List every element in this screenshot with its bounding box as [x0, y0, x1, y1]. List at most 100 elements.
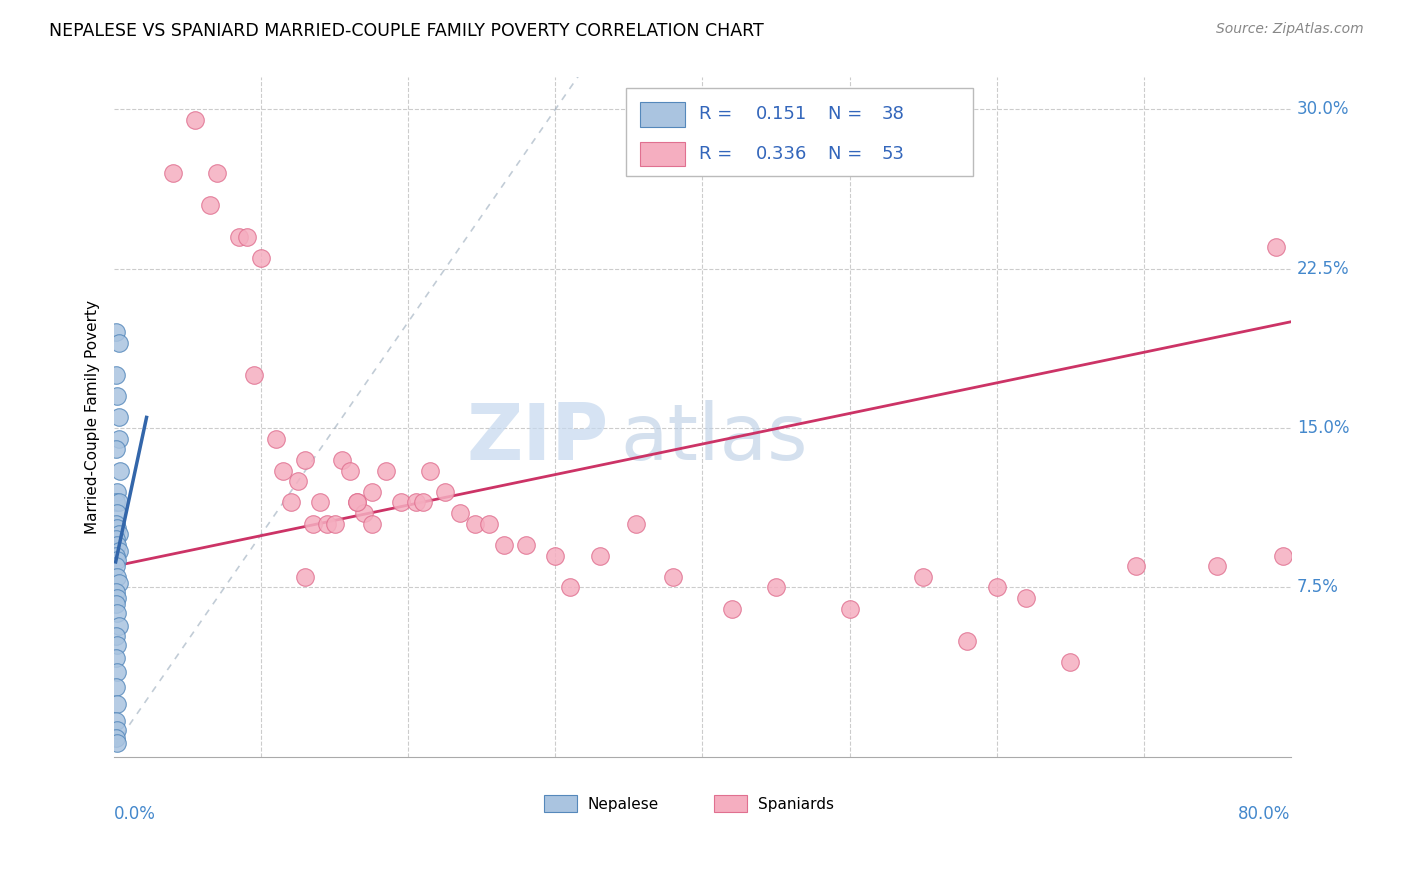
Point	[986, 581, 1008, 595]
Text: Spaniards: Spaniards	[758, 797, 834, 812]
Text: 38: 38	[882, 105, 904, 123]
Point	[105, 553, 128, 567]
Text: N =: N =	[828, 105, 869, 123]
Point	[105, 506, 128, 520]
Point	[765, 581, 787, 595]
Point	[360, 484, 382, 499]
Point	[1206, 559, 1229, 574]
Bar	[640, 102, 685, 127]
Point	[273, 464, 295, 478]
Point	[107, 432, 129, 446]
Text: Source: ZipAtlas.com: Source: ZipAtlas.com	[1216, 22, 1364, 37]
Point	[105, 665, 128, 680]
Point	[1015, 591, 1038, 605]
Point	[105, 538, 128, 552]
Point	[184, 112, 207, 127]
Text: R =: R =	[699, 145, 738, 163]
Point	[515, 538, 537, 552]
Text: NEPALESE VS SPANIARD MARRIED-COUPLE FAMILY POVERTY CORRELATION CHART: NEPALESE VS SPANIARD MARRIED-COUPLE FAMI…	[49, 22, 763, 40]
Point	[838, 601, 860, 615]
Point	[104, 559, 127, 574]
Point	[662, 570, 685, 584]
Point	[104, 650, 127, 665]
Point	[449, 506, 471, 520]
Point	[294, 570, 316, 584]
Point	[309, 495, 332, 509]
Point	[104, 584, 127, 599]
Point	[1265, 240, 1288, 254]
Point	[280, 495, 302, 509]
Point	[198, 198, 221, 212]
Point	[205, 166, 228, 180]
Point	[264, 432, 287, 446]
Point	[107, 544, 129, 558]
Point	[105, 484, 128, 499]
Text: 22.5%: 22.5%	[1296, 260, 1350, 277]
Text: atlas: atlas	[620, 400, 807, 475]
Point	[107, 576, 129, 591]
Bar	[626, 87, 973, 176]
Point	[107, 410, 129, 425]
Text: 80.0%: 80.0%	[1239, 805, 1291, 823]
Point	[412, 495, 434, 509]
Text: 30.0%: 30.0%	[1296, 100, 1350, 119]
Text: N =: N =	[828, 145, 869, 163]
Text: ZIP: ZIP	[467, 400, 609, 475]
Point	[912, 570, 935, 584]
Point	[107, 495, 129, 509]
Point	[301, 516, 323, 531]
Point	[1272, 549, 1295, 563]
Point	[626, 516, 648, 531]
Bar	[640, 142, 685, 166]
Point	[105, 521, 128, 535]
Text: R =: R =	[699, 105, 738, 123]
Point	[544, 549, 567, 563]
Point	[105, 389, 128, 403]
Point	[104, 680, 127, 694]
Point	[316, 516, 339, 531]
Point	[463, 516, 485, 531]
Point	[1059, 655, 1081, 669]
Point	[105, 606, 128, 620]
Bar	[544, 795, 576, 812]
Text: 53: 53	[882, 145, 904, 163]
Text: 0.336: 0.336	[755, 145, 807, 163]
Point	[105, 698, 128, 712]
Point	[105, 638, 128, 652]
Point	[235, 229, 257, 244]
Point	[323, 516, 346, 531]
Point	[104, 442, 127, 457]
Bar	[714, 795, 747, 812]
Text: Nepalese: Nepalese	[588, 797, 658, 812]
Point	[108, 464, 131, 478]
Point	[105, 735, 128, 749]
Point	[228, 229, 250, 244]
Point	[107, 336, 129, 351]
Point	[104, 598, 127, 612]
Text: 15.0%: 15.0%	[1296, 419, 1350, 437]
Point	[346, 495, 368, 509]
Point	[405, 495, 427, 509]
Point	[294, 453, 316, 467]
Point	[492, 538, 515, 552]
Point	[360, 516, 382, 531]
Point	[558, 581, 581, 595]
Point	[419, 464, 441, 478]
Point	[104, 731, 127, 746]
Point	[104, 516, 127, 531]
Point	[105, 570, 128, 584]
Point	[250, 251, 273, 265]
Point	[104, 629, 127, 643]
Text: 7.5%: 7.5%	[1296, 578, 1339, 597]
Point	[353, 506, 375, 520]
Point	[104, 326, 127, 340]
Y-axis label: Married-Couple Family Poverty: Married-Couple Family Poverty	[86, 301, 100, 534]
Point	[162, 166, 184, 180]
Point	[434, 484, 457, 499]
Point	[330, 453, 353, 467]
Point	[478, 516, 501, 531]
Point	[105, 591, 128, 605]
Point	[243, 368, 266, 382]
Point	[287, 474, 309, 488]
Point	[104, 368, 127, 382]
